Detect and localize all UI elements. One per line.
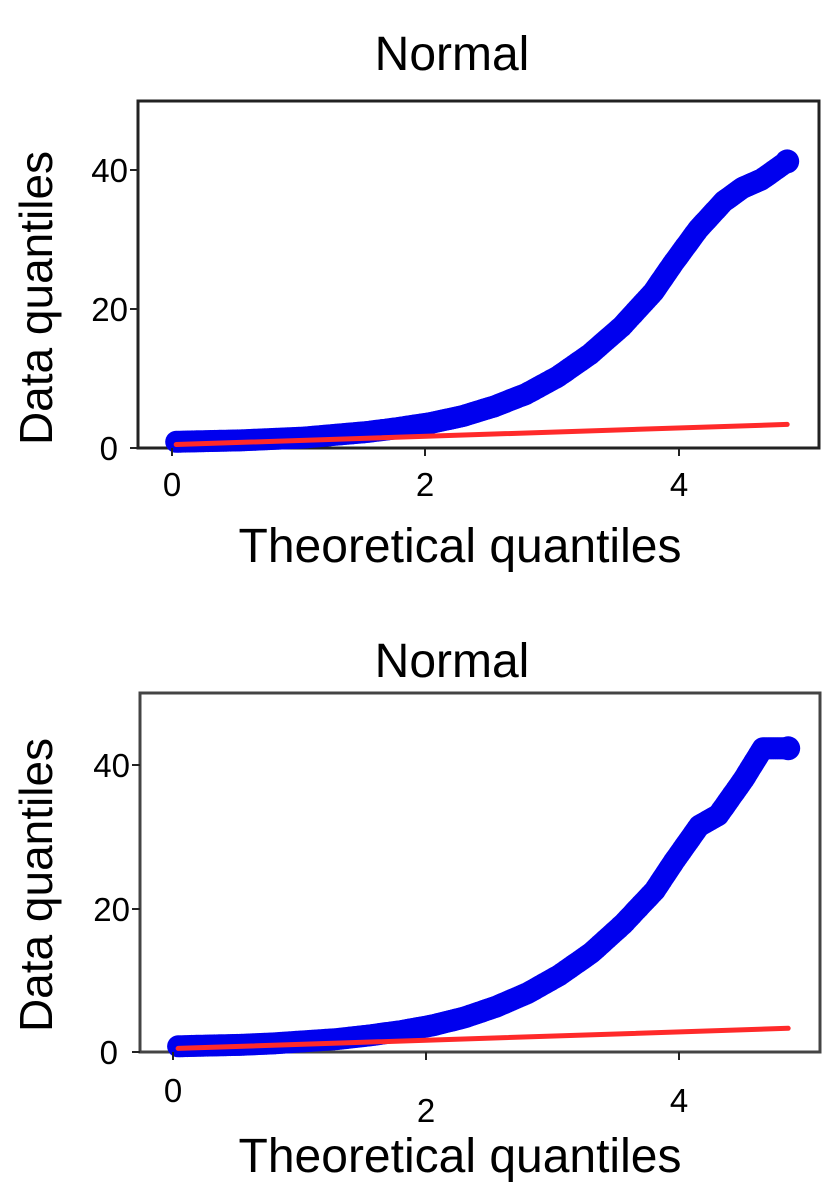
data-point [776, 736, 801, 761]
x-tick-label: 2 [416, 466, 434, 503]
y-tick-label: 40 [91, 152, 128, 189]
chart-title: Normal [375, 28, 530, 81]
y-tick-label: 0 [100, 1034, 118, 1071]
qq-plot-panel-2: Normal 0 20 40 0 2 4 Theoretical quantil… [10, 635, 822, 1183]
x-tick-label: 2 [417, 1092, 435, 1129]
reference-line [175, 1025, 791, 1051]
x-axis-label: Theoretical quantiles [239, 520, 682, 573]
plot-area-frame [138, 691, 822, 1054]
reference-line [173, 421, 790, 447]
x-axis-label: Theoretical quantiles [239, 1130, 682, 1183]
x-tick-label: 0 [163, 466, 181, 503]
x-tick-label: 0 [164, 1072, 182, 1109]
y-axis-label: Data quantiles [10, 151, 62, 445]
plot-area-frame [136, 99, 821, 450]
plot-marks [165, 149, 800, 453]
chart-title: Normal [375, 635, 530, 688]
x-tick-label: 4 [670, 1082, 688, 1119]
plot-marks [167, 736, 801, 1058]
y-tick-label: 0 [100, 430, 118, 467]
y-tick-label: 40 [93, 747, 130, 784]
data-point [775, 149, 800, 174]
y-tick-label: 20 [93, 891, 130, 928]
y-axis-label: Data quantiles [10, 738, 62, 1032]
y-tick-label: 20 [91, 291, 128, 328]
x-tick-label: 4 [670, 466, 688, 503]
qq-plot-panel-1: Normal 0 20 40 0 2 4 Theoretical quantil… [10, 28, 821, 573]
